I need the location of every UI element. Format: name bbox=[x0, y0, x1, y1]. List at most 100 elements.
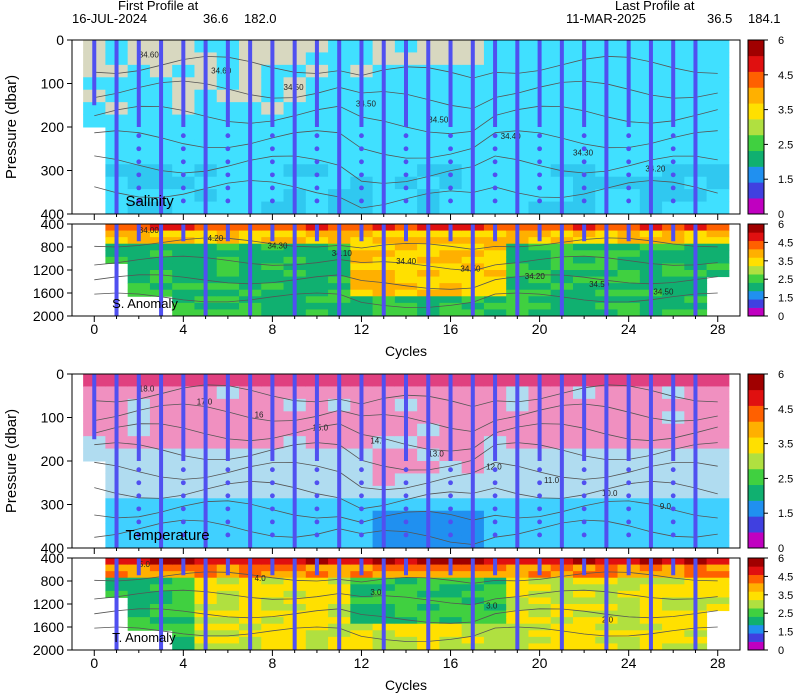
profile-point bbox=[626, 146, 632, 152]
profile-point bbox=[270, 159, 275, 165]
y-tick-label: 2000 bbox=[33, 308, 64, 324]
profile-point bbox=[359, 146, 364, 152]
profile-point bbox=[136, 198, 142, 204]
profile-point bbox=[403, 480, 409, 486]
profile-point bbox=[537, 133, 542, 139]
colorbar-frame bbox=[747, 557, 765, 651]
profile-point bbox=[180, 480, 186, 486]
colorbar-swatch bbox=[748, 616, 764, 626]
profile-point bbox=[225, 467, 231, 473]
colorbar-label: 1.5 bbox=[778, 627, 793, 639]
colorbar-swatch bbox=[748, 558, 764, 567]
contour-label: 34.30 bbox=[267, 242, 288, 251]
profile-point bbox=[270, 506, 275, 512]
profile-point bbox=[492, 532, 498, 538]
panel-title: T. Anomaly bbox=[112, 630, 176, 645]
colorbar-swatch bbox=[748, 198, 764, 215]
y-tick-label: 1600 bbox=[33, 285, 64, 301]
contour-label: 34.50 bbox=[653, 288, 674, 297]
profile-point bbox=[403, 172, 409, 178]
contour-label: 34.40 bbox=[501, 132, 522, 141]
colorbar-label: 3.5 bbox=[778, 590, 793, 602]
profile-point bbox=[626, 185, 632, 191]
y-tick-label: 800 bbox=[41, 573, 65, 589]
contour-line bbox=[94, 130, 718, 159]
profile-point bbox=[359, 506, 364, 512]
contour-label: 5.0 bbox=[139, 560, 151, 569]
colorbar-label: 4.5 bbox=[778, 70, 793, 82]
profile-point bbox=[670, 506, 676, 512]
colorbar-frame bbox=[747, 39, 765, 215]
profile-point bbox=[136, 159, 142, 165]
colorbar-frame bbox=[747, 223, 765, 317]
profile-point bbox=[403, 493, 409, 499]
profile-point bbox=[359, 133, 364, 139]
profile-point bbox=[270, 198, 275, 204]
contour-line bbox=[94, 274, 718, 290]
y-axis-label: Pressure (dbar) bbox=[3, 75, 20, 179]
profile-point bbox=[225, 159, 231, 165]
y-tick-label: 100 bbox=[41, 410, 65, 426]
profile-point bbox=[136, 532, 142, 538]
profile-point bbox=[180, 467, 186, 473]
profile-point bbox=[448, 532, 453, 538]
colorbar-swatch bbox=[748, 290, 764, 300]
y-tick-label: 0 bbox=[56, 366, 64, 382]
contour-label: 18.0 bbox=[139, 384, 155, 393]
profile-point bbox=[225, 532, 231, 538]
profile-point bbox=[537, 506, 542, 512]
last-profile-label: Last Profile at bbox=[615, 0, 695, 13]
profile-point bbox=[537, 185, 542, 191]
colorbar-swatch bbox=[748, 633, 764, 642]
profile-point bbox=[180, 185, 186, 191]
profile-point bbox=[626, 467, 632, 473]
profile-point bbox=[670, 146, 676, 152]
profile-point bbox=[670, 532, 676, 538]
x-tick-label: 24 bbox=[621, 655, 637, 671]
profile-point bbox=[626, 506, 632, 512]
contour-line bbox=[94, 608, 718, 624]
colorbar-label: 6 bbox=[778, 219, 784, 231]
profile-point bbox=[448, 159, 453, 165]
colorbar-label: 2.5 bbox=[778, 608, 793, 620]
panel-t-anomaly: 5.04.03.03.02.0 bbox=[67, 557, 741, 656]
profile-point bbox=[136, 519, 142, 525]
profile-point bbox=[359, 493, 364, 499]
profile-point bbox=[403, 532, 409, 538]
colorbar-label: 0 bbox=[778, 311, 784, 323]
colorbar-label: 1.5 bbox=[778, 174, 793, 186]
profile-point bbox=[136, 480, 142, 486]
colorbar-swatch bbox=[748, 405, 764, 422]
colorbar-label: 0 bbox=[778, 543, 784, 555]
profile-point bbox=[180, 532, 186, 538]
profile-point bbox=[270, 172, 275, 178]
profile-point bbox=[492, 506, 498, 512]
colorbar-swatch bbox=[748, 232, 764, 242]
profile-point bbox=[314, 506, 320, 512]
contour-label: 3.0 bbox=[486, 602, 498, 611]
colorbar-swatch bbox=[748, 453, 764, 470]
colorbar-label: 3.5 bbox=[778, 105, 793, 117]
colorbar-swatch bbox=[748, 71, 764, 88]
colorbar-swatch bbox=[748, 134, 764, 152]
contour-line bbox=[94, 292, 718, 308]
profile-point bbox=[180, 506, 186, 512]
colorbar-swatch bbox=[748, 40, 764, 57]
colorbar-swatch bbox=[748, 307, 764, 317]
contour-label: 15.0 bbox=[312, 424, 328, 433]
panel-title: Temperature bbox=[125, 527, 209, 544]
first-profile-label: First Profile at bbox=[118, 0, 199, 13]
profile-point bbox=[136, 506, 142, 512]
profile-point bbox=[448, 172, 453, 178]
profile-point bbox=[359, 480, 364, 486]
profile-point bbox=[180, 146, 186, 152]
profile-point bbox=[492, 159, 498, 165]
x-tick-label: 4 bbox=[179, 321, 187, 337]
profile-point bbox=[225, 146, 231, 152]
profile-point bbox=[270, 493, 275, 499]
contour-label: 13.0 bbox=[428, 450, 444, 459]
x-tick-label: 8 bbox=[269, 321, 277, 337]
contour-label: 3.0 bbox=[370, 588, 382, 597]
colorbar-swatch bbox=[748, 224, 764, 233]
profile-point bbox=[225, 480, 231, 486]
